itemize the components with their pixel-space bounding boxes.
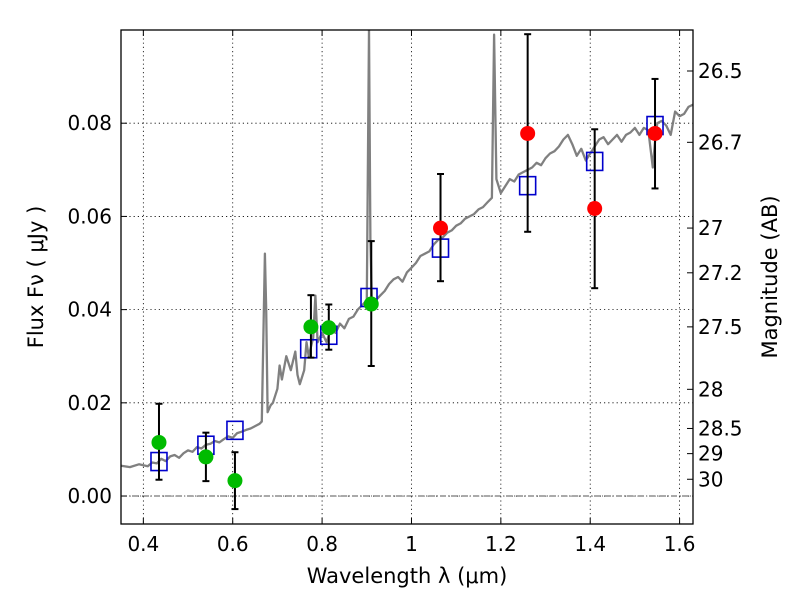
x-tick-label: 0.6 xyxy=(217,532,249,556)
x-axis-label: Wavelength λ (μm) xyxy=(307,564,508,588)
red-observed-point xyxy=(520,125,536,141)
y2-tick-label: 28.5 xyxy=(698,416,743,440)
spectrum-line xyxy=(121,30,693,469)
y2-tick-label: 29 xyxy=(698,442,723,466)
red-observed-point xyxy=(587,200,603,216)
green-observed-point xyxy=(303,319,319,335)
y2-tick-label: 27 xyxy=(698,216,723,240)
x-tick-label: 1 xyxy=(405,532,418,556)
y2-tick-label: 30 xyxy=(698,467,723,491)
green-observed-point xyxy=(363,296,379,312)
x-tick-label: 1.6 xyxy=(664,532,696,556)
axis-ticks: 0.4 0.6 0.8 1 1.2 1.4 1.6 0.00 0.02 0.04 0.06 0.08 2… xyxy=(67,30,743,556)
red-observed-point xyxy=(647,125,663,141)
y2-tick-label: 27.5 xyxy=(698,315,743,339)
y2-axis-label: Magnitude (AB) xyxy=(758,195,782,358)
plot-series xyxy=(121,30,693,511)
model-square-point xyxy=(226,420,244,441)
x-tick-label: 0.4 xyxy=(127,532,159,556)
y-tick-label: 0.00 xyxy=(67,484,112,508)
red-observed-point xyxy=(433,220,449,236)
y-tick-label: 0.02 xyxy=(67,391,112,415)
y-tick-label: 0.06 xyxy=(67,204,112,228)
plot-frame xyxy=(120,29,694,525)
y2-tick-label: 26.5 xyxy=(698,59,743,83)
green-observed-point xyxy=(321,320,337,336)
x-tick-label: 0.8 xyxy=(306,532,338,556)
y2-tick-label: 26.7 xyxy=(698,130,743,154)
green-observed-point xyxy=(151,434,167,450)
y-tick-label: 0.04 xyxy=(67,298,112,322)
green-observed-point xyxy=(198,449,214,465)
y2-tick-label: 28 xyxy=(698,377,723,401)
x-tick-label: 1.4 xyxy=(574,532,606,556)
y2-tick-label: 27.2 xyxy=(698,261,743,285)
x-tick-label: 1.2 xyxy=(485,532,517,556)
y-axis-label: Flux Fν ( μJy ) xyxy=(24,206,48,349)
y-tick-label: 0.08 xyxy=(67,111,112,135)
green-observed-point xyxy=(227,473,243,489)
